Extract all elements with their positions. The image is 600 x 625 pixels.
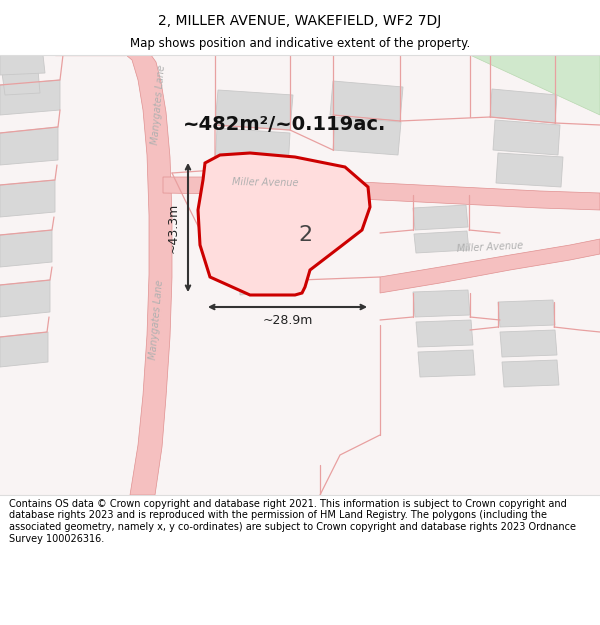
Polygon shape [0, 80, 60, 115]
Polygon shape [238, 255, 290, 295]
Polygon shape [126, 55, 172, 495]
Polygon shape [418, 350, 475, 377]
Text: 2: 2 [298, 225, 312, 245]
Polygon shape [0, 332, 48, 367]
Text: ~28.9m: ~28.9m [262, 314, 313, 326]
Polygon shape [0, 127, 58, 165]
Text: 2, MILLER AVENUE, WAKEFIELD, WF2 7DJ: 2, MILLER AVENUE, WAKEFIELD, WF2 7DJ [158, 14, 442, 28]
Polygon shape [0, 230, 52, 267]
Polygon shape [413, 290, 470, 317]
Polygon shape [163, 177, 600, 210]
Polygon shape [2, 70, 40, 95]
Polygon shape [496, 153, 563, 187]
Polygon shape [493, 120, 560, 155]
Polygon shape [333, 117, 401, 155]
Text: Miller Avenue: Miller Avenue [232, 177, 298, 189]
Text: Manygates Lane: Manygates Lane [151, 64, 167, 146]
Polygon shape [502, 360, 559, 387]
Text: Miller Avenue: Miller Avenue [457, 240, 523, 254]
Polygon shape [413, 205, 468, 230]
Text: Manygates Lane: Manygates Lane [149, 279, 166, 361]
Text: ~43.3m: ~43.3m [167, 202, 179, 252]
Polygon shape [0, 55, 45, 75]
Text: ~482m²/~0.119ac.: ~482m²/~0.119ac. [183, 116, 386, 134]
Polygon shape [0, 180, 55, 217]
Polygon shape [330, 81, 403, 121]
Polygon shape [198, 153, 370, 295]
Polygon shape [215, 128, 290, 169]
Polygon shape [215, 90, 293, 130]
Polygon shape [380, 239, 600, 293]
Text: Contains OS data © Crown copyright and database right 2021. This information is : Contains OS data © Crown copyright and d… [9, 499, 576, 544]
Polygon shape [470, 55, 600, 115]
Polygon shape [500, 330, 557, 357]
Polygon shape [490, 89, 557, 123]
Polygon shape [416, 320, 473, 347]
Polygon shape [498, 300, 555, 327]
Polygon shape [414, 231, 469, 253]
Text: Map shows position and indicative extent of the property.: Map shows position and indicative extent… [130, 38, 470, 51]
Polygon shape [0, 280, 50, 317]
